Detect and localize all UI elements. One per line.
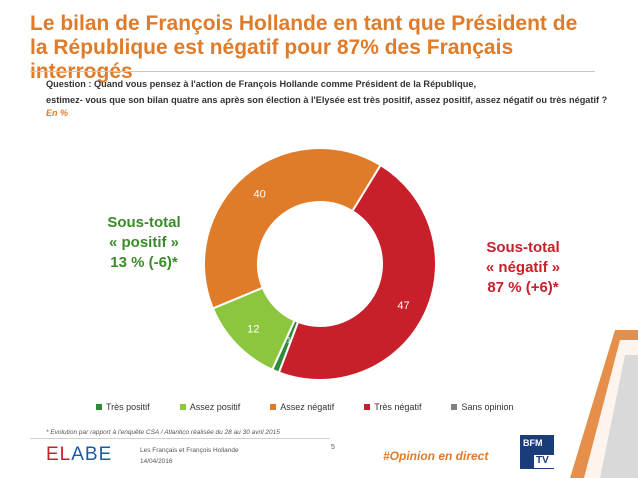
subtotal-negative-line-3: 87 % (+6)* [487,279,559,296]
donut-label-2: 40 [253,188,265,200]
chart-legend: Très positif Assez positif Assez négatif… [96,402,544,412]
legend-swatch [451,404,458,410]
subtotal-negative-line-1: Sous-total [486,239,560,256]
legend-label: Très positif [106,402,150,412]
legend-swatch [364,404,371,410]
subtotal-negative-line-2: « négatif » [485,259,561,276]
footer-meta: Les Français et François Hollande 14/04/… [140,445,239,467]
donut-slice-3 [277,163,437,381]
donut-label-3: 47 [397,300,409,312]
legend-item-tres-negatif: Très négatif [364,402,421,412]
study-name: Les Français et François Hollande [140,447,239,454]
title-divider [30,71,595,72]
decorative-a-shape [570,330,638,478]
tv-logo-box [534,455,554,468]
question-line-1: Question : Quand vous pensez à l'action … [46,79,477,89]
legend-item-tres-positif: Très positif [96,402,150,412]
legend-item-sans-opinion: Sans opinion [451,402,514,412]
subtotal-positive-line-3: 13 % (-6)* [110,254,178,271]
footnote: * Evolution par rapport à l'enquête CSA … [46,429,280,436]
subtotal-positive-line-1: Sous-total [107,214,181,231]
question-line-2: estimez- vous que son bilan quatre ans a… [46,95,608,105]
legend-item-assez-negatif: Assez négatif [270,402,334,412]
legend-swatch [179,404,186,410]
elabe-logo: ELABE [46,444,112,466]
legend-label: Très négatif [374,402,422,412]
page-number: 5 [331,444,335,451]
tv-logo-text: TV [536,455,549,466]
study-date: 14/04/2016 [140,458,173,465]
logo-part-2: ABE [71,444,113,465]
unit-label: En % [46,108,69,118]
legend-item-assez-positif: Assez positif [179,402,241,412]
legend-label: Assez positif [189,402,241,412]
legend-swatch [270,404,277,410]
donut-label-1: 12 [247,324,259,336]
page-title: Le bilan de François Hollande en tant qu… [30,12,578,83]
legend-label: Assez négatif [280,402,335,412]
bfm-logo-text: BFM [523,438,543,448]
survey-question: Question : Quand vous pensez à l'action … [46,76,626,108]
hashtag: #Opinion en direct [383,449,489,463]
logo-part-1: EL [46,444,72,465]
subtotal-negative: Sous-total « négatif » 87 % (+6)* [458,238,588,298]
donut-label-0: 1 [287,336,292,345]
donut-slice-2 [203,147,382,310]
subtotal-positive-line-2: « positif » [108,234,179,251]
legend-swatch [96,404,102,410]
subtotal-positive: Sous-total « positif » 13 % (-6)* [84,213,204,273]
footer-divider [30,438,330,439]
deco-grey-shape [600,355,638,478]
legend-label: Sans opinion [461,402,514,412]
